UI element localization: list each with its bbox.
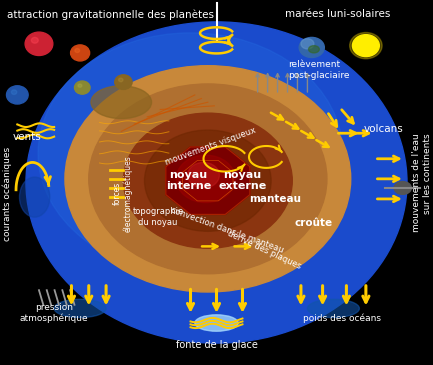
Ellipse shape bbox=[308, 46, 320, 53]
Text: noyau
interne: noyau interne bbox=[166, 170, 211, 192]
Ellipse shape bbox=[6, 86, 28, 104]
Ellipse shape bbox=[115, 75, 132, 89]
Ellipse shape bbox=[91, 86, 152, 119]
Text: vents: vents bbox=[13, 132, 42, 142]
Ellipse shape bbox=[307, 299, 359, 318]
Polygon shape bbox=[166, 147, 250, 214]
Ellipse shape bbox=[299, 37, 324, 57]
Ellipse shape bbox=[176, 155, 235, 203]
Ellipse shape bbox=[31, 37, 38, 43]
Ellipse shape bbox=[119, 78, 123, 82]
Ellipse shape bbox=[301, 39, 314, 49]
Text: marées luni-solaires: marées luni-solaires bbox=[285, 9, 391, 19]
Text: pression
atmosphérique: pression atmosphérique bbox=[20, 303, 88, 323]
Text: fonte de la glace: fonte de la glace bbox=[175, 341, 258, 350]
Ellipse shape bbox=[394, 181, 411, 194]
Ellipse shape bbox=[195, 315, 238, 331]
Ellipse shape bbox=[145, 130, 271, 231]
Text: croûte: croûte bbox=[295, 218, 333, 228]
Ellipse shape bbox=[26, 22, 407, 343]
Text: volcans: volcans bbox=[364, 124, 404, 134]
Text: mouvements visqueux: mouvements visqueux bbox=[164, 125, 258, 167]
Text: manteau: manteau bbox=[249, 194, 301, 204]
Text: convection dans le manteau: convection dans le manteau bbox=[170, 205, 285, 255]
Ellipse shape bbox=[349, 32, 382, 59]
Ellipse shape bbox=[75, 49, 80, 53]
Text: mouvements de l’eau
sur les continents: mouvements de l’eau sur les continents bbox=[412, 133, 432, 232]
Ellipse shape bbox=[89, 84, 327, 274]
Ellipse shape bbox=[78, 84, 82, 87]
Text: relèvement
post-glaciaire: relèvement post-glaciaire bbox=[288, 60, 349, 80]
Ellipse shape bbox=[71, 45, 90, 61]
Ellipse shape bbox=[123, 113, 292, 248]
Text: forces
électromagnétiques: forces électromagnétiques bbox=[113, 155, 132, 232]
Ellipse shape bbox=[54, 299, 106, 318]
Ellipse shape bbox=[74, 81, 90, 94]
Text: noyau
externe: noyau externe bbox=[218, 170, 267, 192]
Text: courants océaniques: courants océaniques bbox=[2, 146, 12, 241]
Ellipse shape bbox=[11, 90, 17, 95]
Ellipse shape bbox=[19, 177, 50, 217]
Ellipse shape bbox=[65, 66, 351, 292]
Ellipse shape bbox=[187, 162, 220, 188]
Ellipse shape bbox=[25, 32, 53, 55]
Text: attraction gravitationnelle des planètes: attraction gravitationnelle des planètes bbox=[7, 9, 214, 20]
Text: dérive des plaques: dérive des plaques bbox=[226, 229, 303, 271]
Ellipse shape bbox=[38, 33, 343, 274]
Text: poids des océans: poids des océans bbox=[303, 314, 381, 323]
Ellipse shape bbox=[352, 35, 379, 57]
Text: topographie
du noyau: topographie du noyau bbox=[132, 207, 184, 227]
